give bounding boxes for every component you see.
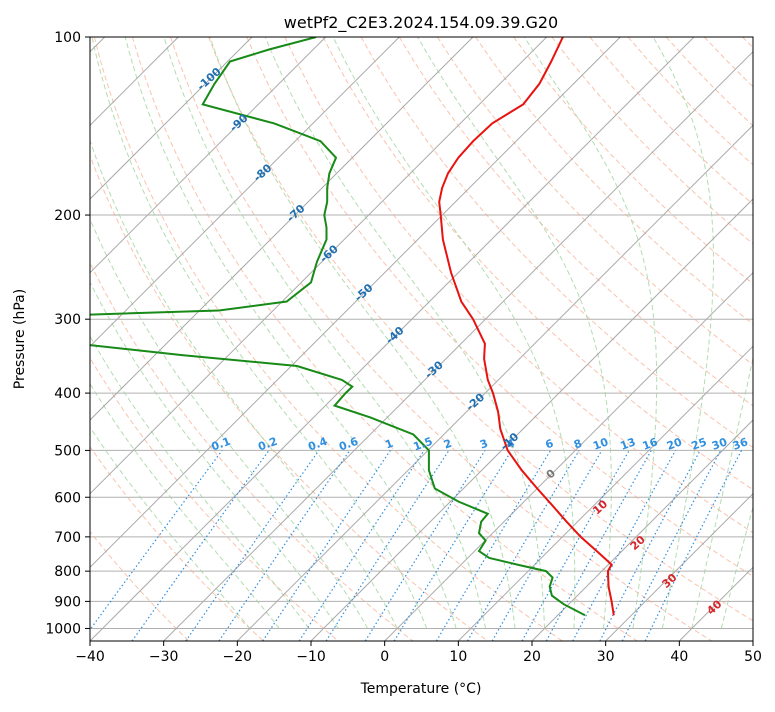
x-axis-label: Temperature (°C)	[360, 681, 482, 697]
chart-title: wetPf2_C2E3.2024.154.09.39.G20	[284, 13, 558, 33]
x-tick-label: 30	[597, 649, 615, 665]
y-tick-label: 900	[54, 594, 81, 610]
y-tick-label: 800	[54, 564, 81, 580]
y-tick-label: 600	[54, 490, 81, 506]
y-tick-label: 500	[54, 443, 81, 459]
x-tick-label: −20	[223, 649, 253, 665]
x-tick-label: −40	[75, 649, 105, 665]
y-tick-label: 400	[54, 386, 81, 402]
y-tick-label: 100	[54, 30, 81, 46]
y-tick-label: 200	[54, 208, 81, 224]
x-tick-label: 40	[670, 649, 688, 665]
y-tick-label: 300	[54, 312, 81, 328]
y-axis-label: Pressure (hPa)	[12, 289, 28, 389]
x-tick-label: −30	[149, 649, 179, 665]
x-tick-label: 10	[449, 649, 467, 665]
x-tick-label: 0	[380, 649, 389, 665]
x-tick-label: −10	[296, 649, 326, 665]
x-tick-label: 20	[523, 649, 541, 665]
y-tick-label: 1000	[45, 621, 81, 637]
y-tick-label: 700	[54, 530, 81, 546]
x-tick-label: 50	[744, 649, 762, 665]
